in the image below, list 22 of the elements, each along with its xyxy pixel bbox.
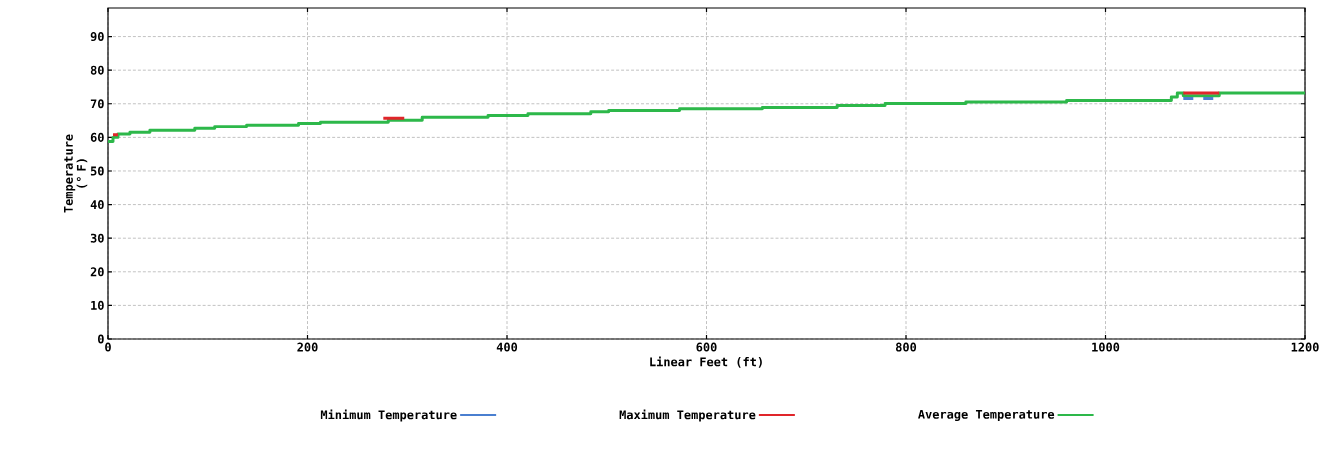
legend-label: Maximum Temperature [619,409,756,422]
x-tick-label: 1200 [1291,342,1319,352]
y-tick-label: 40 [90,200,104,210]
y-tick-label: 50 [90,166,104,176]
y-tick-label: 20 [90,267,104,277]
y-tick-label: 10 [91,300,104,310]
y-tick-label: 30 [90,233,104,243]
x-tick-label: 400 [496,342,518,352]
x-tick-label: 600 [696,342,717,352]
x-tick-label: 1000 [1092,342,1120,352]
y-tick-label: 90 [90,32,104,42]
x-axis-title: Linear Feet (ft) [650,356,762,368]
y-tick-label: 70 [90,99,104,109]
y-axis-title: Temperature (° F) [64,134,88,213]
y-tick-label: 0 [98,334,104,344]
x-tick-label: 0 [105,342,111,352]
x-tick-label: 200 [297,342,318,352]
y-tick-label: 80 [90,65,104,75]
legend-label: Minimum Temperature [320,409,457,422]
y-tick-label: 60 [90,132,104,142]
x-tick-label: 800 [895,342,917,352]
legend-label: Average Temperature [918,409,1055,422]
